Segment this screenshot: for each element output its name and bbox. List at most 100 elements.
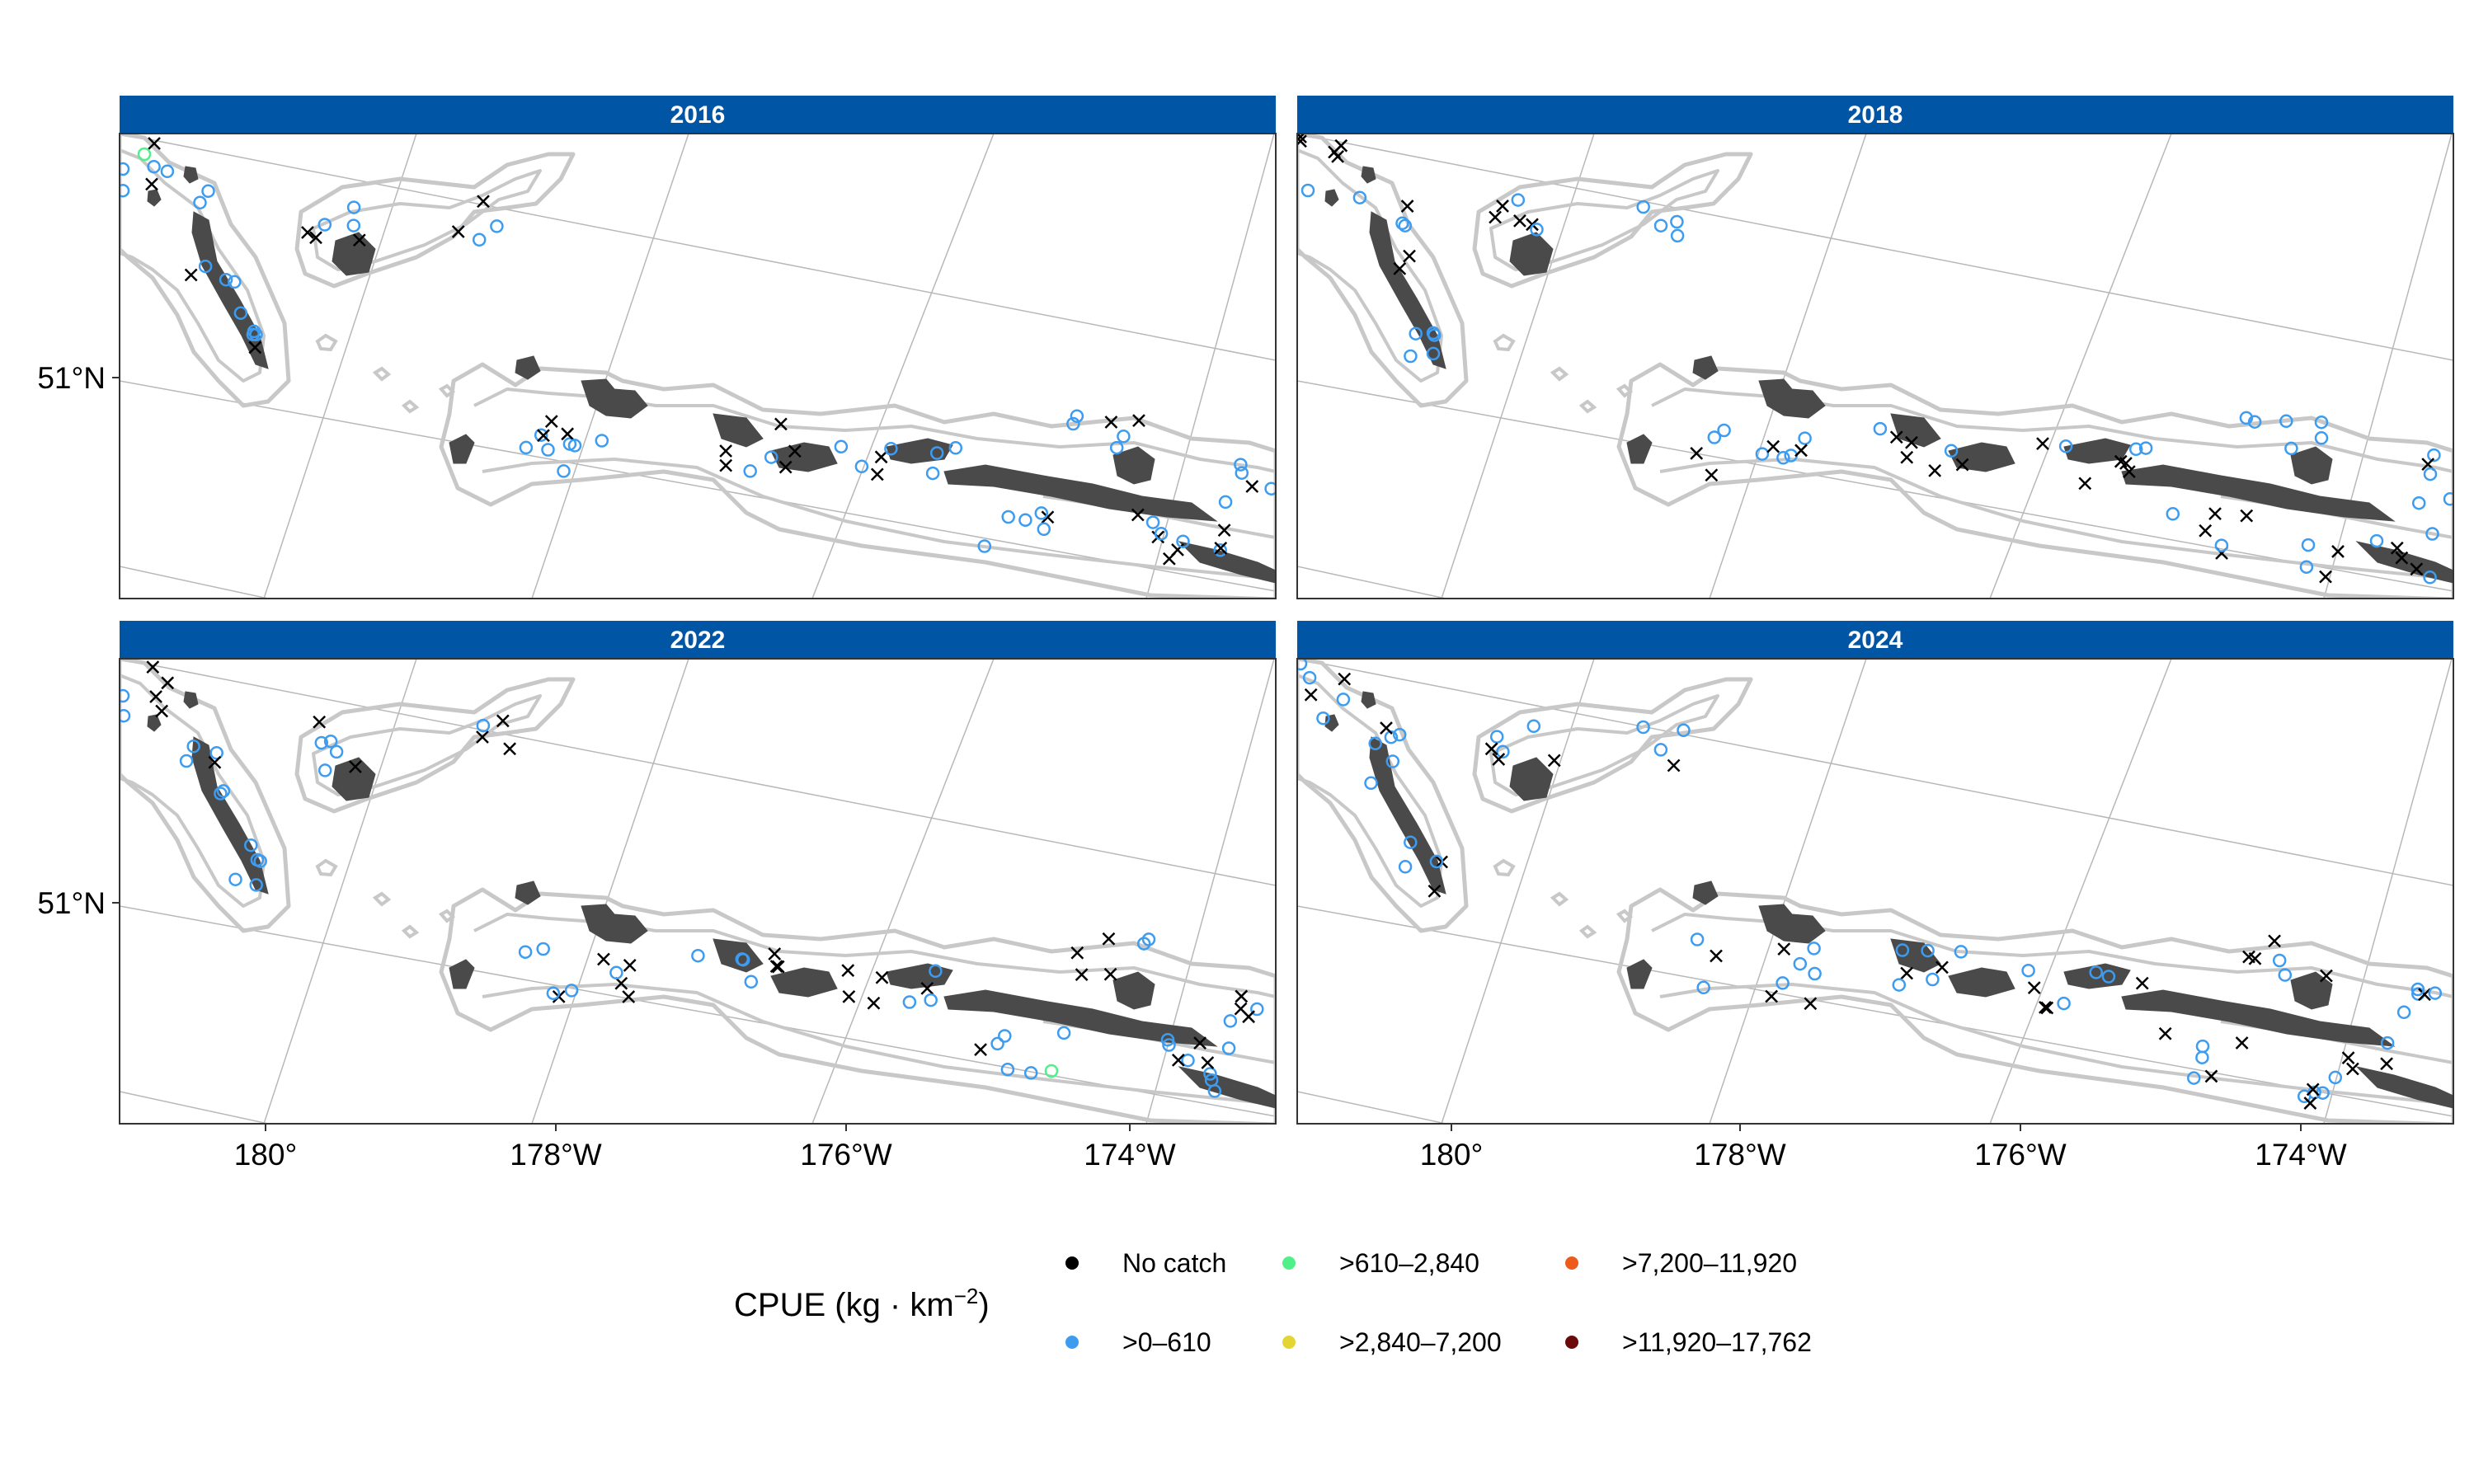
facet-strip bbox=[1297, 621, 2453, 659]
station-no-catch-marker bbox=[184, 268, 198, 282]
station-catch-marker bbox=[518, 945, 533, 959]
station-no-catch-marker bbox=[768, 947, 782, 960]
station-no-catch-marker bbox=[208, 755, 222, 769]
facet-strip bbox=[120, 96, 1276, 134]
y-tick-label: 51°N bbox=[37, 361, 106, 395]
land-mass bbox=[1890, 938, 1941, 973]
depth-contour-outer bbox=[439, 362, 1276, 599]
station-no-catch-marker bbox=[1103, 967, 1117, 981]
station-catch-marker bbox=[990, 1036, 1004, 1051]
facet-panel: 2024 bbox=[1296, 621, 2454, 1125]
y-axis-left-top: 51°N bbox=[37, 361, 120, 395]
station-no-catch-marker bbox=[1104, 416, 1118, 429]
station-no-catch-marker bbox=[1905, 435, 1918, 449]
depth-contour-outer bbox=[120, 659, 291, 933]
depth-contour-islet bbox=[1578, 924, 1597, 939]
map-area bbox=[1297, 134, 2453, 599]
station-no-catch-marker bbox=[1162, 552, 1176, 566]
station-catch-marker bbox=[2380, 1036, 2395, 1050]
station-catch-marker bbox=[2138, 441, 2153, 455]
station-catch-marker bbox=[179, 754, 194, 768]
station-no-catch-marker bbox=[1041, 510, 1055, 524]
station-no-catch-marker bbox=[1201, 1056, 1215, 1069]
station-catch-marker bbox=[2369, 533, 2384, 548]
depth-contour-inner bbox=[1659, 458, 2453, 580]
legend-key-cpue-1 bbox=[1065, 1336, 1079, 1349]
station-catch-marker bbox=[201, 184, 215, 199]
x-tick-label: 180° bbox=[1420, 1138, 1484, 1172]
station-catch-marker bbox=[249, 878, 263, 892]
station-no-catch-marker bbox=[1338, 672, 1352, 686]
legend-key-no-catch bbox=[1065, 1256, 1079, 1270]
station-no-catch-marker bbox=[477, 195, 490, 209]
station-no-catch-marker bbox=[1331, 150, 1344, 163]
graticule-parallel bbox=[1297, 905, 2453, 1117]
station-no-catch-marker bbox=[1245, 480, 1259, 493]
land-mass bbox=[183, 166, 199, 184]
station-catch-marker bbox=[1944, 444, 1959, 458]
station-no-catch-marker bbox=[2418, 988, 2431, 1002]
station-no-catch-marker bbox=[1492, 753, 1506, 766]
station-no-catch-marker bbox=[2395, 551, 2409, 565]
station-no-catch-marker bbox=[719, 444, 733, 458]
station-no-catch-marker bbox=[2320, 969, 2333, 983]
depth-contour-islet bbox=[372, 891, 392, 907]
depth-contour-islet bbox=[401, 924, 420, 939]
land-mass bbox=[449, 434, 475, 464]
land-mass bbox=[1692, 355, 1719, 380]
graticule-parallel bbox=[120, 380, 1276, 592]
station-no-catch-marker bbox=[1214, 541, 1228, 555]
station-no-catch-marker bbox=[875, 970, 889, 984]
depth-contour-islet bbox=[1616, 383, 1634, 398]
station-catch-marker bbox=[1954, 945, 1968, 959]
station-catch-marker bbox=[1000, 1062, 1015, 1077]
station-catch-marker bbox=[1707, 430, 1722, 444]
station-no-catch-marker bbox=[2380, 1057, 2393, 1071]
station-catch-marker bbox=[1160, 1032, 1175, 1047]
station-no-catch-marker bbox=[1393, 261, 1407, 275]
station-catch-marker bbox=[929, 964, 943, 979]
station-catch-marker bbox=[1154, 527, 1169, 541]
land-mass bbox=[1509, 232, 1554, 276]
station-no-catch-marker bbox=[841, 964, 855, 978]
land-mass bbox=[147, 189, 162, 207]
station-no-catch-marker bbox=[1777, 942, 1791, 956]
station-no-catch-marker bbox=[148, 137, 161, 150]
land-mass bbox=[2063, 963, 2131, 989]
station-no-catch-marker bbox=[778, 460, 793, 474]
station-catch-marker bbox=[1798, 431, 1812, 445]
station-catch-marker bbox=[1235, 466, 1249, 480]
graticule-meridian bbox=[1989, 134, 2172, 599]
station-catch-marker bbox=[2314, 431, 2329, 445]
legend: CPUE (kg · km−2) No catch >0–610 >610–2,… bbox=[734, 1248, 1812, 1357]
station-no-catch-marker bbox=[1334, 139, 1348, 153]
station-no-catch-marker bbox=[451, 225, 465, 238]
station-no-catch-marker bbox=[1794, 444, 1808, 458]
station-catch-marker bbox=[323, 734, 338, 749]
land-mass bbox=[332, 757, 376, 801]
station-no-catch-marker bbox=[301, 226, 314, 239]
station-catch-marker bbox=[1496, 744, 1510, 759]
graticule-meridian bbox=[811, 659, 995, 1124]
station-no-catch-marker bbox=[1151, 530, 1165, 544]
station-no-catch-marker bbox=[1380, 721, 1393, 735]
depth-contour-inner bbox=[482, 983, 1275, 1106]
station-no-catch-marker bbox=[1075, 968, 1089, 982]
station-no-catch-marker bbox=[2341, 1051, 2355, 1065]
station-catch-marker bbox=[546, 986, 561, 1001]
station-no-catch-marker bbox=[2199, 524, 2213, 538]
x-tick-label: 178°W bbox=[1694, 1138, 1786, 1172]
station-catch-marker bbox=[1203, 1067, 1217, 1081]
station-no-catch-marker bbox=[309, 231, 322, 245]
station-catch-marker bbox=[233, 306, 248, 320]
depth-contour-inner bbox=[1297, 148, 1443, 383]
station-catch-marker bbox=[2284, 441, 2298, 456]
station-catch-marker bbox=[1117, 430, 1131, 444]
facet-title: 2018 bbox=[1848, 101, 1903, 129]
map-area bbox=[1297, 659, 2453, 1124]
station-catch-marker bbox=[1336, 693, 1351, 707]
station-catch-marker bbox=[1066, 416, 1080, 431]
station-catch-marker bbox=[1426, 326, 1441, 340]
station-catch-marker bbox=[472, 232, 487, 247]
station-catch-marker bbox=[1385, 754, 1400, 768]
